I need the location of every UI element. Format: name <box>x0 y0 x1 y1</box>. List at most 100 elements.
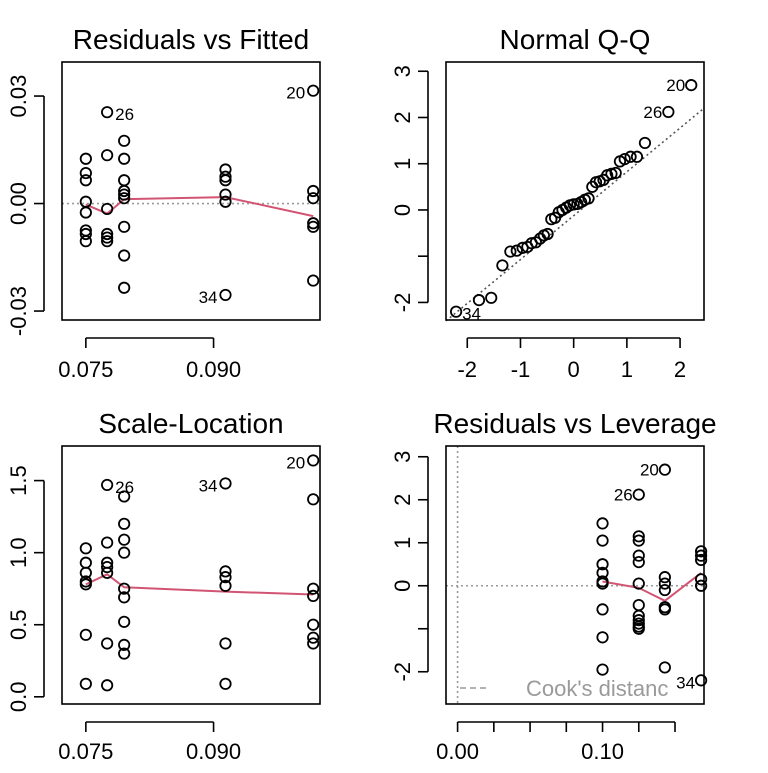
data-point <box>638 136 652 150</box>
panel-title: Residuals vs Leverage <box>433 408 716 439</box>
data-point <box>658 661 671 674</box>
data-point <box>695 573 708 586</box>
panel-title: Normal Q-Q <box>500 24 651 55</box>
data-point <box>596 631 609 644</box>
point-label: 34 <box>199 476 218 495</box>
data-point <box>118 647 131 660</box>
data-point <box>632 622 645 635</box>
y-tick-label: 1 <box>390 158 415 170</box>
data-point <box>307 637 320 650</box>
y-axis: 0.0 0.5 1.0 1.5 <box>6 465 45 712</box>
x-tick-label: 0.10 <box>581 739 624 764</box>
panel-1: Residuals vs Fitted 26 20 34 0.075 0.090 -0.03… <box>6 24 321 382</box>
data-point <box>632 614 645 627</box>
data-point <box>632 577 645 590</box>
qq-reference-line <box>445 107 705 322</box>
data-point <box>307 217 320 230</box>
y-tick-label: 0.00 <box>6 182 31 225</box>
data-point <box>101 202 114 216</box>
x-tick-label: 0.00 <box>436 739 479 764</box>
point-label: 20 <box>286 84 305 103</box>
data-point <box>307 589 320 602</box>
y-tick-label: 0.5 <box>6 609 31 640</box>
data-point <box>632 488 645 501</box>
data-point <box>118 533 131 546</box>
point-label: 34 <box>676 673 695 692</box>
y-axis: -0.03 0.00 0.03 <box>6 75 45 336</box>
data-point <box>596 558 609 571</box>
x-axis: 0.075 0.090 <box>58 337 241 382</box>
data-point <box>219 170 232 183</box>
y-tick-label: 0 <box>390 204 415 216</box>
data-point <box>307 274 320 287</box>
data-point <box>118 281 131 294</box>
data-point <box>307 582 320 595</box>
data-point <box>118 192 131 205</box>
y-tick-label: 0.03 <box>6 75 31 118</box>
data-point <box>118 184 131 198</box>
data-point <box>101 637 114 650</box>
data-point <box>695 549 708 562</box>
smooth-line <box>602 572 702 602</box>
data-point <box>632 549 645 562</box>
data-point <box>658 603 671 616</box>
data-point <box>630 150 644 163</box>
plot-frame <box>445 61 705 321</box>
data-point <box>118 249 131 262</box>
smooth-line <box>85 573 314 596</box>
data-point <box>307 84 320 97</box>
data-point <box>101 106 114 119</box>
data-point <box>582 192 595 205</box>
point-label: 26 <box>115 478 134 497</box>
data-point <box>662 105 675 119</box>
panel-3: Scale-Location 26 34 20 0.075 0.090 0.0 0.5 1.0 1… <box>6 408 321 764</box>
data-point <box>79 556 92 569</box>
data-point <box>101 679 114 692</box>
data-point <box>219 174 232 187</box>
data-point <box>101 231 114 244</box>
data-point <box>118 546 131 559</box>
data-point <box>118 188 131 201</box>
data-point <box>219 571 232 584</box>
data-point <box>596 603 609 616</box>
data-point <box>79 566 92 579</box>
x-tick-label: 0.090 <box>186 739 241 764</box>
data-point <box>118 517 131 530</box>
panel-title: Residuals vs Fitted <box>73 24 310 55</box>
data-point <box>504 245 517 258</box>
data-point <box>79 174 92 187</box>
plot-frame <box>445 445 705 705</box>
x-tick-label: -2 <box>457 357 477 382</box>
data-point <box>79 206 92 219</box>
data-point <box>79 542 92 555</box>
y-axis: -2 0 1 2 3 <box>390 65 429 313</box>
point-label: 20 <box>666 76 685 95</box>
y-axis: -2 0 1 2 3 <box>390 451 429 682</box>
data-point <box>695 545 708 558</box>
legend-text: Cook's distanc <box>526 676 668 701</box>
y-tick-label: -2 <box>390 293 415 313</box>
data-point <box>118 134 131 147</box>
plot-frame <box>61 445 321 705</box>
point-label: 34 <box>199 288 218 307</box>
data-point <box>219 637 232 650</box>
y-tick-label: 1.5 <box>6 465 31 496</box>
data-point <box>485 291 498 304</box>
y-tick-label: -0.03 <box>6 286 31 336</box>
y-tick-label: 3 <box>390 451 415 463</box>
data-point <box>307 220 320 233</box>
panel-title: Scale-Location <box>98 408 283 439</box>
data-point <box>632 555 645 569</box>
point-label: 20 <box>640 461 659 480</box>
data-point <box>219 188 232 201</box>
data-point <box>118 582 131 595</box>
data-point <box>101 478 114 492</box>
data-point <box>219 565 232 578</box>
data-point <box>695 579 708 592</box>
data-point <box>510 244 523 257</box>
data-point <box>624 150 637 163</box>
x-axis: -2 -1 0 1 2 <box>457 337 686 382</box>
